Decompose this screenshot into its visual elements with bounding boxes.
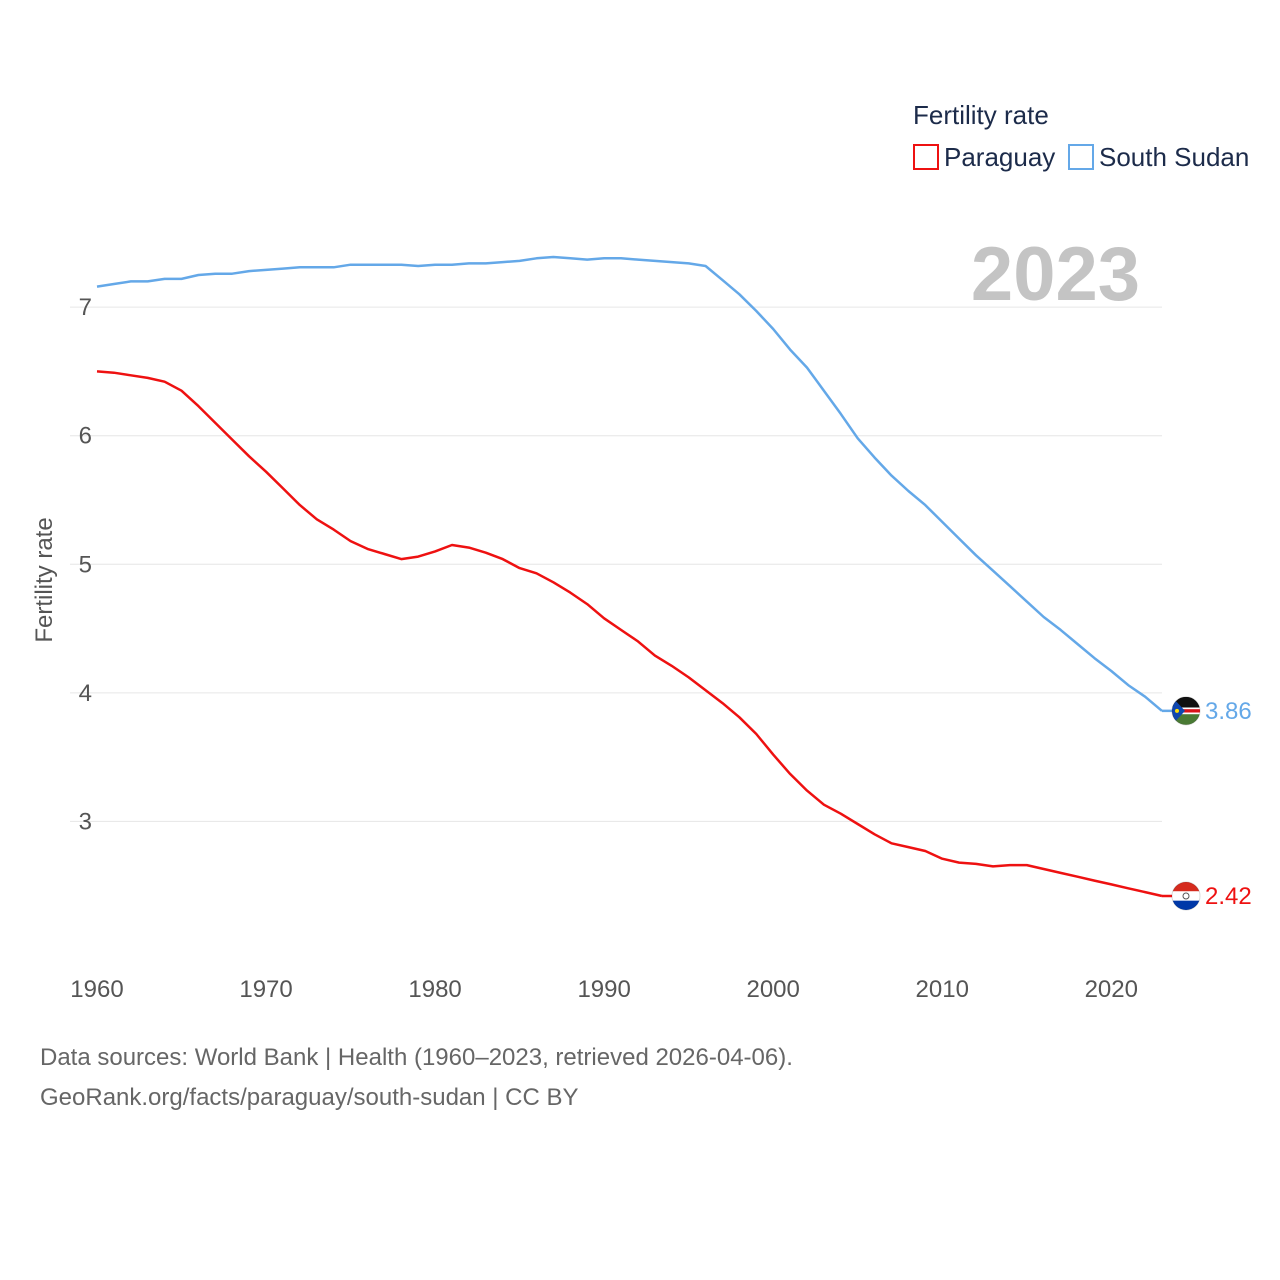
footer-sources: Data sources: World Bank | Health (1960–… (40, 1044, 793, 1071)
series-end-markers: 2.42 3.86 (1171, 696, 1252, 911)
legend-entry-south-sudan[interactable]: South Sudan (1068, 142, 1249, 172)
legend-swatch-paraguay (913, 144, 939, 170)
series-line-paraguay (96, 370, 1163, 898)
y-axis-title: Fertility rate (31, 517, 58, 642)
legend: Fertility rate Paraguay South Sudan (913, 100, 1249, 172)
x-axis-ticks: 1960 1970 1980 1990 2000 2010 2020 (70, 976, 1138, 1003)
end-value-label-south-sudan: 3.86 (1205, 698, 1252, 725)
x-tick-label-1970: 1970 (239, 976, 292, 1003)
year-label: 2023 (971, 232, 1140, 317)
y-tick-label-6: 6 (79, 423, 92, 450)
y-axis-ticks: 3 4 5 6 7 (79, 294, 92, 835)
legend-title: Fertility rate (913, 100, 1049, 130)
y-tick-label-5: 5 (79, 551, 92, 578)
y-tick-label-7: 7 (79, 294, 92, 321)
legend-label-paraguay: Paraguay (944, 142, 1055, 172)
x-tick-label-1980: 1980 (408, 976, 461, 1003)
x-tick-label-1990: 1990 (577, 976, 630, 1003)
end-value-label-paraguay: 2.42 (1205, 883, 1252, 910)
x-tick-label-2000: 2000 (746, 976, 799, 1003)
x-tick-label-1960: 1960 (70, 976, 123, 1003)
legend-swatch-south-sudan (1068, 144, 1094, 170)
x-tick-label-2020: 2020 (1085, 976, 1138, 1003)
x-tick-label-2010: 2010 (916, 976, 969, 1003)
y-tick-label-3: 3 (79, 808, 92, 835)
series-line-south-sudan (96, 255, 1163, 712)
south-sudan-flag-icon (1171, 696, 1201, 726)
paraguay-flag-icon (1171, 881, 1201, 911)
series-lines (96, 255, 1172, 898)
legend-entry-paraguay[interactable]: Paraguay (913, 142, 1055, 172)
grid-lines (70, 306, 1162, 822)
legend-label-south-sudan: South Sudan (1099, 142, 1249, 172)
y-tick-label-4: 4 (79, 680, 92, 707)
footer-attribution: GeoRank.org/facts/paraguay/south-sudan |… (40, 1084, 579, 1111)
